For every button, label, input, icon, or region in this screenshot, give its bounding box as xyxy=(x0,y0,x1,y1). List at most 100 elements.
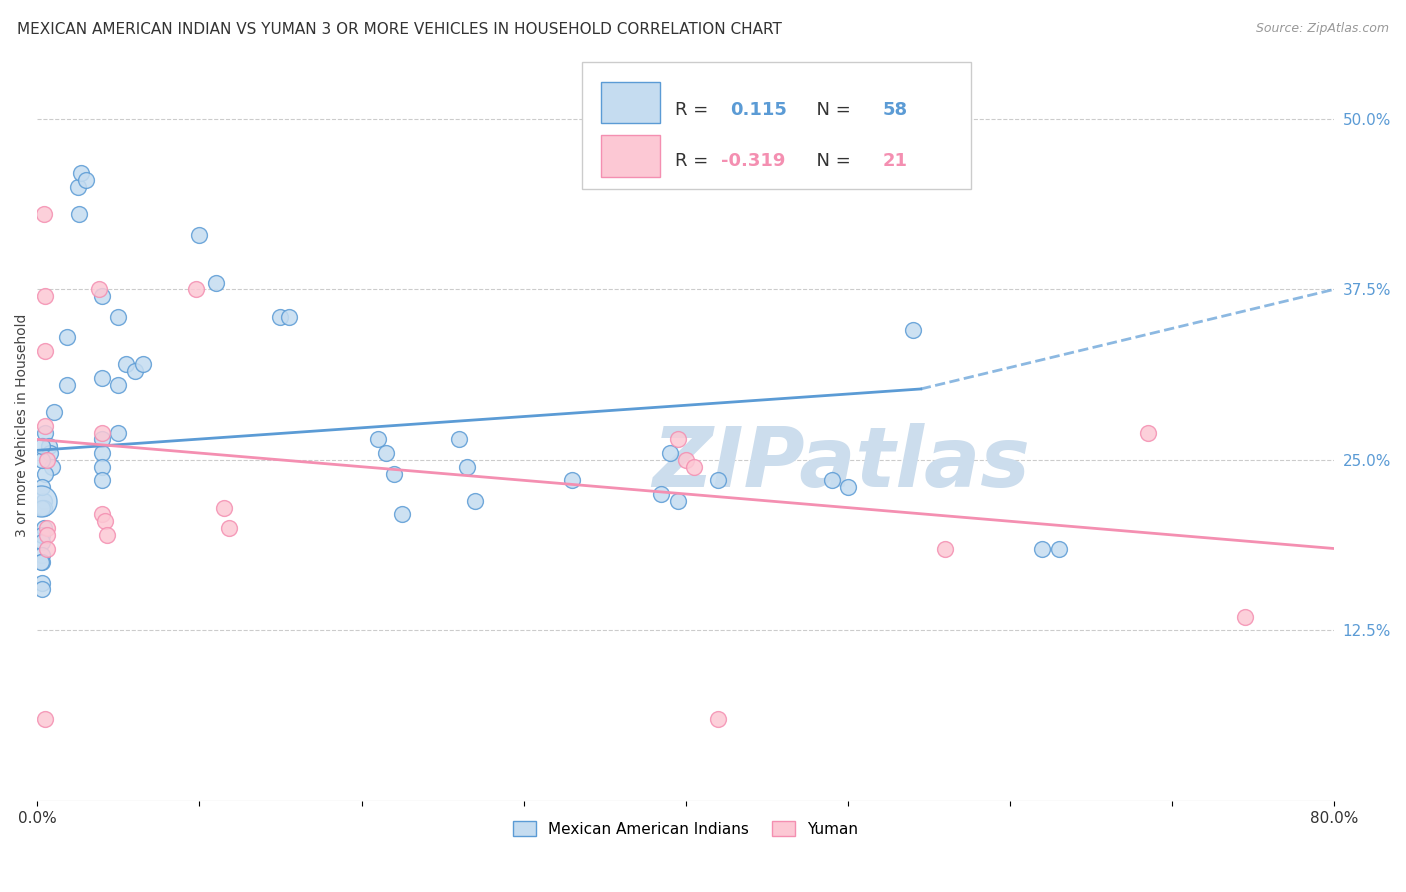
Point xyxy=(204,276,226,290)
Text: ZIPatlas: ZIPatlas xyxy=(652,423,1031,504)
Point xyxy=(188,227,211,242)
Point xyxy=(124,364,146,378)
Point xyxy=(91,473,114,487)
Point xyxy=(666,433,689,447)
Point xyxy=(31,555,53,569)
Point xyxy=(107,310,129,324)
Point xyxy=(35,541,58,556)
Point xyxy=(32,207,55,221)
Point xyxy=(212,500,235,515)
Point xyxy=(464,493,486,508)
Point xyxy=(91,508,114,522)
Point xyxy=(69,207,91,221)
Point xyxy=(269,310,291,324)
Point xyxy=(901,323,924,337)
Point xyxy=(131,358,153,372)
Point xyxy=(70,166,93,180)
Point xyxy=(55,377,77,392)
Point xyxy=(447,433,470,447)
Text: MEXICAN AMERICAN INDIAN VS YUMAN 3 OR MORE VEHICLES IN HOUSEHOLD CORRELATION CHA: MEXICAN AMERICAN INDIAN VS YUMAN 3 OR MO… xyxy=(17,22,782,37)
FancyBboxPatch shape xyxy=(582,62,972,189)
Point xyxy=(38,439,60,453)
Point xyxy=(35,528,58,542)
Text: 58: 58 xyxy=(883,102,908,120)
Point xyxy=(1047,541,1070,556)
Point xyxy=(32,500,55,515)
Point xyxy=(32,521,55,535)
Point xyxy=(675,453,697,467)
Point xyxy=(391,508,413,522)
Point xyxy=(96,528,118,542)
Point xyxy=(30,493,52,508)
Point xyxy=(107,425,129,440)
Point xyxy=(91,433,114,447)
Legend: Mexican American Indians, Yuman: Mexican American Indians, Yuman xyxy=(503,812,868,846)
Point xyxy=(87,282,110,296)
Point xyxy=(34,289,56,303)
Point xyxy=(66,180,89,194)
Point xyxy=(30,555,52,569)
Point xyxy=(41,459,63,474)
Point xyxy=(31,439,53,453)
Point xyxy=(31,534,53,549)
Text: N =: N = xyxy=(806,102,856,120)
Point xyxy=(561,473,583,487)
Point xyxy=(31,453,53,467)
FancyBboxPatch shape xyxy=(602,82,659,123)
Point xyxy=(31,575,53,590)
Point xyxy=(666,493,689,508)
Text: 21: 21 xyxy=(883,153,908,170)
Point xyxy=(91,446,114,460)
Y-axis label: 3 or more Vehicles in Household: 3 or more Vehicles in Household xyxy=(15,314,30,538)
Point xyxy=(91,459,114,474)
Point xyxy=(91,371,114,385)
Point xyxy=(277,310,299,324)
Point xyxy=(31,480,53,494)
Point xyxy=(107,377,129,392)
Text: N =: N = xyxy=(806,153,856,170)
Point xyxy=(367,433,389,447)
Point xyxy=(820,473,842,487)
Point xyxy=(34,712,56,726)
Point xyxy=(34,418,56,433)
Point xyxy=(75,173,97,187)
Point xyxy=(1031,541,1053,556)
Point xyxy=(91,425,114,440)
Point xyxy=(707,473,730,487)
Point xyxy=(34,425,56,440)
Point xyxy=(456,459,478,474)
Point xyxy=(374,446,396,460)
Point xyxy=(1136,425,1159,440)
Point xyxy=(35,453,58,467)
Point xyxy=(31,528,53,542)
Point xyxy=(115,358,138,372)
Point xyxy=(55,330,77,344)
Point xyxy=(94,514,117,528)
Point xyxy=(934,541,956,556)
Point xyxy=(31,582,53,597)
Point xyxy=(650,487,672,501)
Text: R =: R = xyxy=(675,102,714,120)
Point xyxy=(31,549,53,563)
Point xyxy=(707,712,730,726)
Point xyxy=(658,446,681,460)
Point xyxy=(1233,609,1256,624)
Text: Source: ZipAtlas.com: Source: ZipAtlas.com xyxy=(1256,22,1389,36)
Text: -0.319: -0.319 xyxy=(721,153,785,170)
Point xyxy=(91,289,114,303)
Point xyxy=(682,459,704,474)
Point xyxy=(837,480,859,494)
Text: R =: R = xyxy=(675,153,714,170)
Point xyxy=(34,467,56,481)
Point xyxy=(34,343,56,358)
Point xyxy=(218,521,240,535)
Point xyxy=(382,467,405,481)
Point xyxy=(186,282,208,296)
Point xyxy=(32,493,55,508)
Point xyxy=(39,446,62,460)
Point xyxy=(31,500,53,515)
Text: 0.115: 0.115 xyxy=(730,102,787,120)
FancyBboxPatch shape xyxy=(602,136,659,177)
Point xyxy=(42,405,65,419)
Point xyxy=(35,521,58,535)
